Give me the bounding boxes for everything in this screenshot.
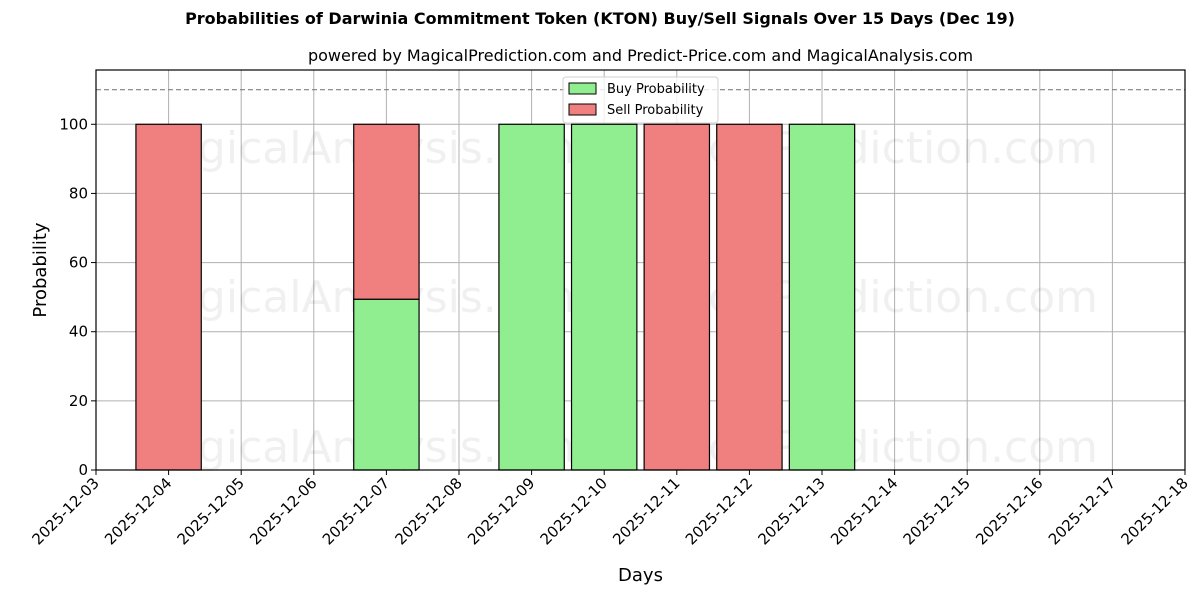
chart-subtitle: powered by MagicalPrediction.com and Pre… [307,46,974,65]
x-tick-label: 2025-12-18 [1117,474,1191,548]
x-axis: 2025-12-032025-12-042025-12-052025-12-06… [28,470,1192,586]
y-axis-label: Probability [30,222,51,317]
sell-bar [643,123,711,471]
y-tick-label: 40 [69,323,88,341]
x-tick-label: 2025-12-11 [609,474,683,548]
x-tick-label: 2025-12-09 [464,474,538,548]
sell-legend-swatch [568,103,597,116]
bars [135,123,856,471]
buy-bar [788,123,856,471]
x-tick-label: 2025-12-13 [754,474,828,548]
chart-title: Probabilities of Darwinia Commitment Tok… [185,9,1015,28]
y-tick-label: 20 [69,392,88,410]
buy-bar [570,123,638,471]
x-tick-label: 2025-12-05 [174,474,248,548]
x-tick-label: 2025-12-15 [900,474,974,548]
x-tick-label: 2025-12-03 [28,474,102,548]
x-tick-label: 2025-12-10 [537,474,611,548]
sell-bar [353,123,420,300]
buy-bar [498,123,565,471]
x-tick-label: 2025-12-04 [101,474,175,548]
x-tick-label: 2025-12-14 [827,474,901,548]
sell-bar [716,123,783,471]
buy-legend-swatch [568,82,597,95]
x-tick-label: 2025-12-17 [1045,474,1119,548]
legend: Buy Probability Sell Probability [562,76,719,124]
y-axis: 0 20 40 60 80 100 Probability [30,115,96,479]
x-axis-label: Days [618,565,663,586]
legend-box [562,76,719,124]
buy-bar [353,298,420,471]
x-tick-label: 2025-12-06 [246,474,320,548]
x-tick-label: 2025-12-08 [391,474,465,548]
x-tick-label: 2025-12-07 [319,474,393,548]
y-tick-label: 60 [69,254,88,272]
buy-legend-label: Buy Probability [607,82,705,97]
axes-frame [95,69,1186,471]
x-tick-label: 2025-12-12 [682,474,756,548]
y-tick-label: 0 [78,461,88,479]
sell-legend-label: Sell Probability [607,103,704,118]
y-tick-label: 80 [69,184,88,202]
sell-bar [135,123,202,471]
y-tick-label: 100 [59,115,88,133]
x-tick-label: 2025-12-16 [972,474,1046,548]
